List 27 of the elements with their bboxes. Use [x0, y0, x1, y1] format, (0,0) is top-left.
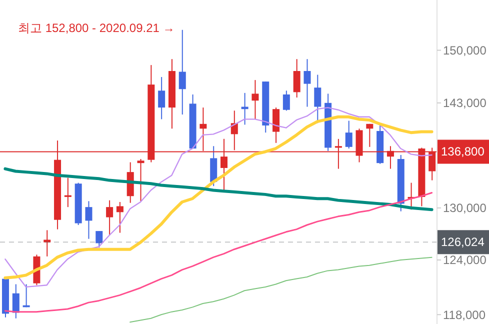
- y-tick-label: 150,000: [443, 44, 487, 58]
- candlestick: [210, 146, 218, 187]
- y-tick-label: 118,000: [443, 308, 486, 322]
- candlestick: [96, 230, 103, 248]
- y-tick-label: 143,000: [443, 96, 487, 110]
- line-series: [4, 167, 434, 212]
- y-tick-label: 124,000: [443, 253, 487, 268]
- candlestick: [304, 58, 311, 108]
- candlestick: [137, 158, 144, 202]
- candlestick: [158, 76, 166, 120]
- candlestick: [252, 80, 259, 120]
- y-tick-label: 130,000: [443, 201, 487, 216]
- candlestick: [272, 107, 280, 144]
- candlestick: [345, 120, 352, 150]
- candlestick: [282, 90, 290, 112]
- candlestick: [178, 29, 186, 116]
- candlestick: [44, 230, 51, 257]
- annotation: 최고 152,800 - 2020.09.21 →: [18, 20, 175, 37]
- candlestick: [116, 202, 124, 234]
- ref-line-label: 126,024: [441, 235, 485, 250]
- candlestick: [12, 284, 20, 319]
- candlestick: [366, 123, 374, 148]
- line-series: [130, 256, 432, 323]
- candlestick: [293, 58, 300, 98]
- candlestick: [85, 200, 92, 240]
- ref-line-label: 136,800: [441, 144, 485, 159]
- candlestick: [106, 200, 114, 236]
